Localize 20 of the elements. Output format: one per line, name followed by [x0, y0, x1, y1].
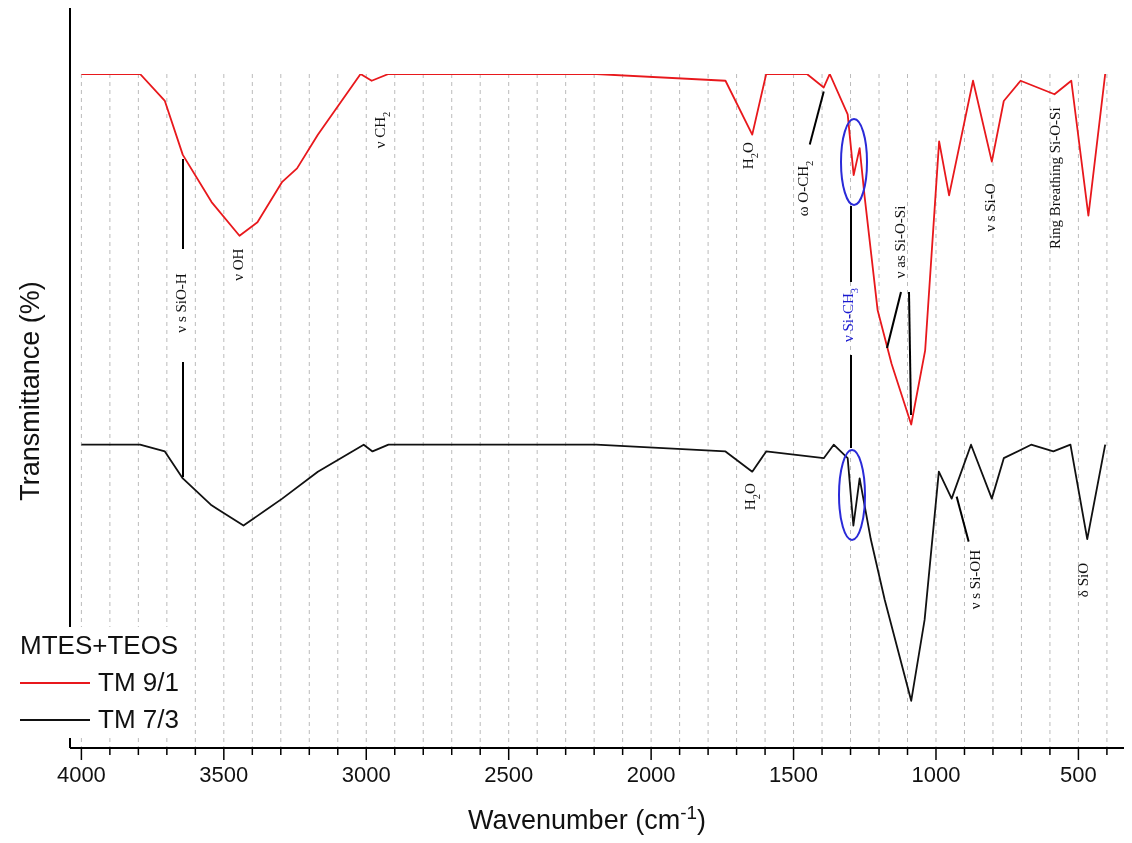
annotation: Ring Breathing Si-O-Si	[1047, 107, 1064, 250]
x-tick-label: 2500	[484, 762, 534, 787]
x-tick-label: 3000	[341, 762, 391, 787]
y-axis-title: Transmittance (%)	[15, 281, 46, 501]
x-tick-label: 1500	[769, 762, 819, 787]
x-axis-title: Wavenumber (cm$^{-1}$)	[468, 801, 706, 835]
x-tick-label: 500	[1060, 762, 1097, 787]
legend-label: TM 7/3	[98, 703, 179, 736]
x-tick-label: 4000	[56, 762, 106, 787]
annotation: ν s Si-OH	[967, 549, 984, 610]
x-tick-label: 3500	[199, 762, 249, 787]
annotation: δ SiO	[1075, 562, 1092, 598]
annotation: ν as Si-O-Si	[892, 205, 909, 279]
annotation: ν s Si-O	[982, 183, 999, 232]
x-tick-label: 2000	[626, 762, 676, 787]
legend-title: MTES+TEOS	[20, 629, 179, 662]
legend-label: TM 9/1	[98, 666, 179, 699]
annotation: ν OH	[230, 248, 247, 281]
x-tick-label: 1000	[911, 762, 961, 787]
annotation: ν s SiO-H	[173, 273, 190, 333]
